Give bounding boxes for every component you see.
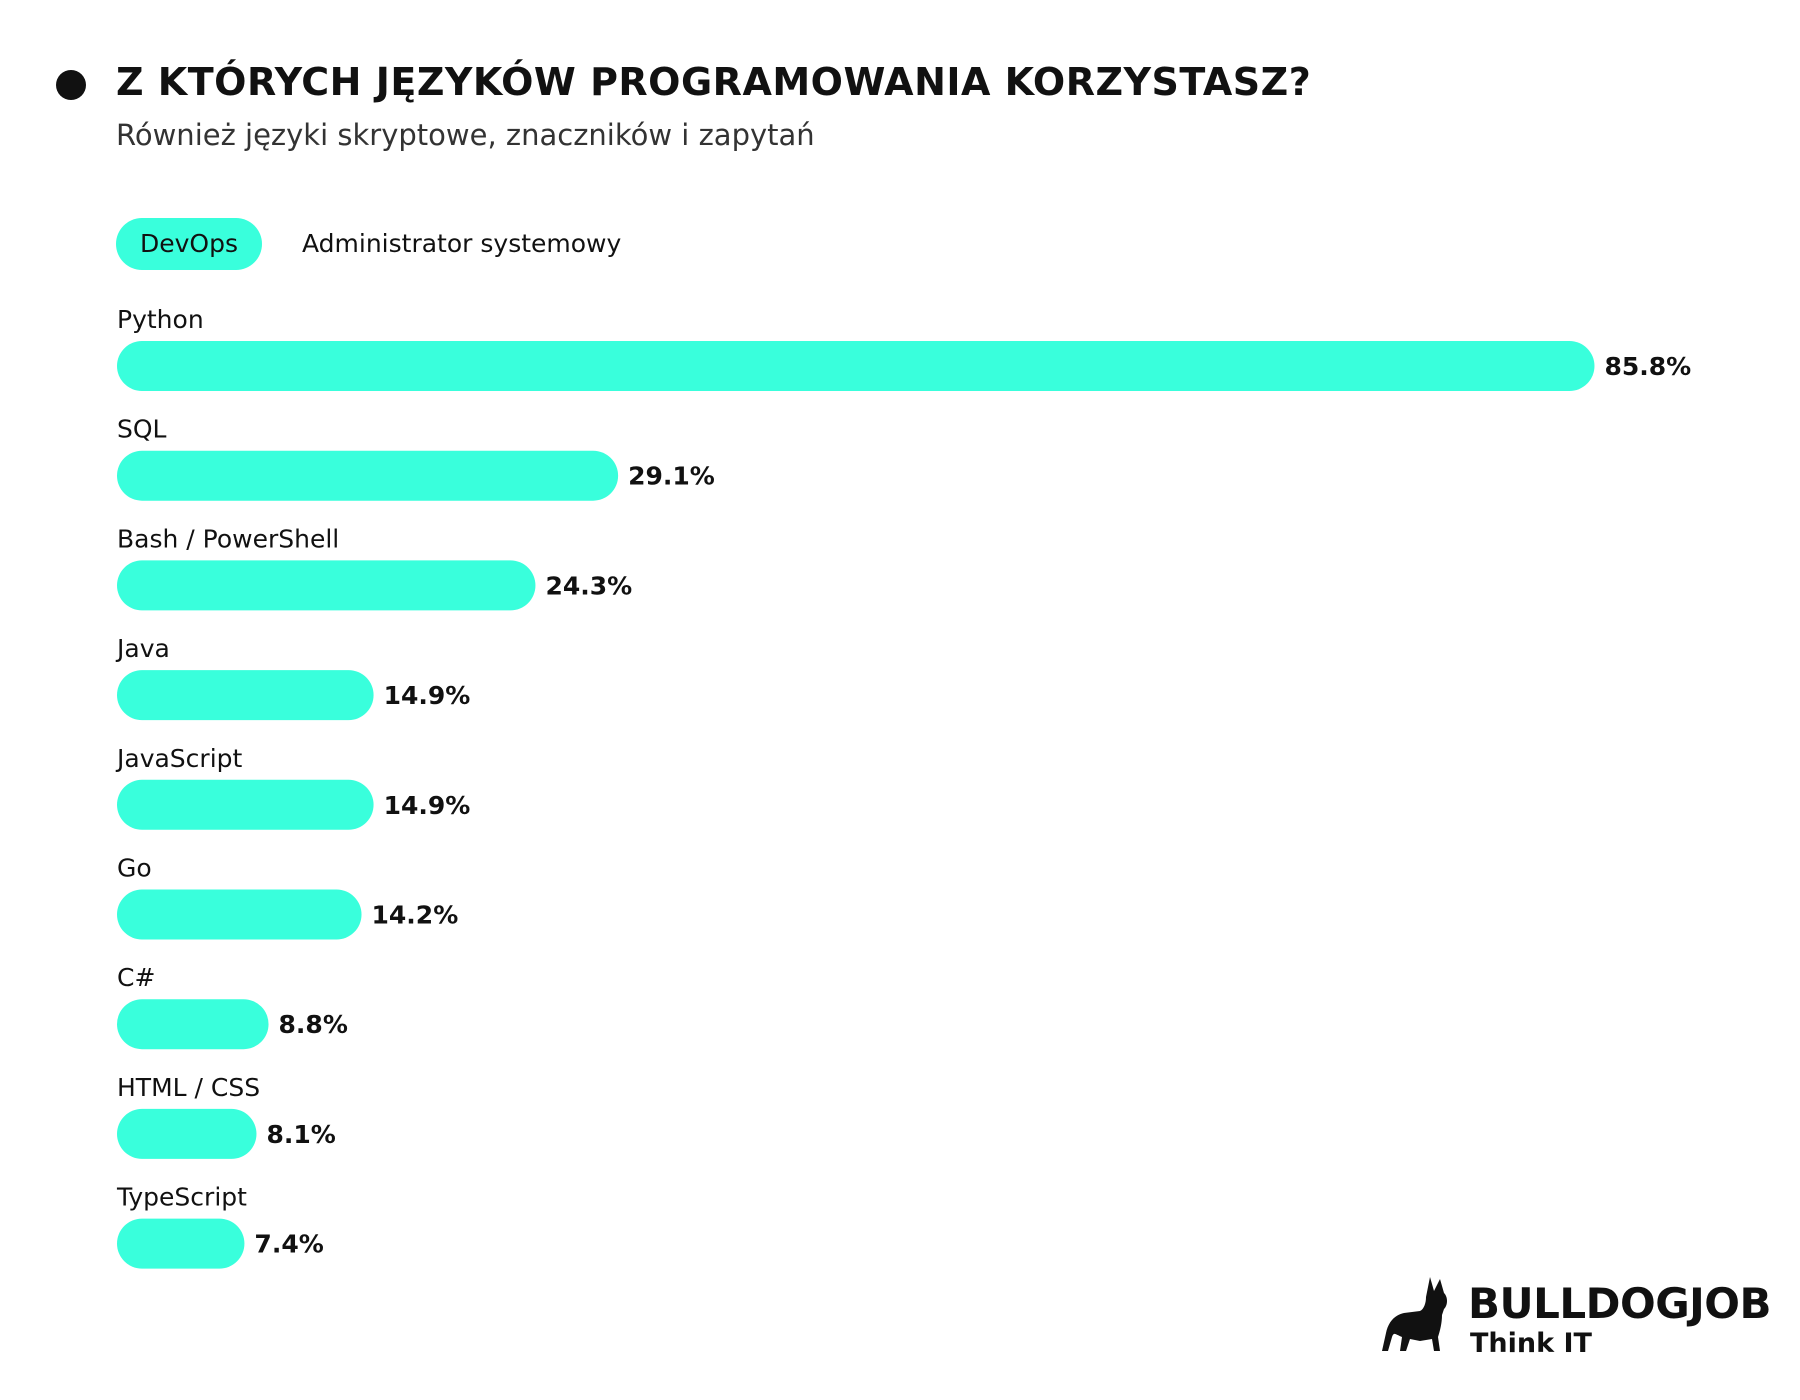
category-label: Go — [117, 854, 152, 883]
bar-chart: Python 85.8% SQL 29.1% Bash / PowerShell 24.3… — [115, 305, 1691, 1269]
bar — [117, 779, 374, 830]
category-label: Python — [117, 305, 204, 334]
logo-tagline: Think IT — [1470, 1328, 1592, 1359]
value-label: 14.9% — [384, 791, 471, 820]
bar — [117, 999, 269, 1050]
bulldog-icon — [1382, 1277, 1447, 1351]
bulldogjob-logo: BULLDOGJOB Think IT — [1380, 1275, 1780, 1375]
value-label: 14.9% — [384, 681, 471, 710]
logo-name: BULLDOGJOB — [1468, 1279, 1772, 1328]
value-label: 14.2% — [372, 901, 459, 930]
role-tabs: DevOps Administrator systemowy — [116, 218, 645, 270]
tab-administrator-systemowy[interactable]: Administrator systemowy — [302, 229, 622, 258]
chart-title: Z KTÓRYCH JĘZYKÓW PROGRAMOWANIA KORZYSTA… — [116, 60, 1312, 104]
category-label: TypeScript — [116, 1183, 247, 1212]
category-label: HTML / CSS — [117, 1073, 260, 1102]
value-label: 7.4% — [254, 1230, 323, 1259]
category-label: Java — [115, 634, 170, 663]
category-label: C# — [117, 963, 155, 992]
value-label: 29.1% — [628, 462, 715, 491]
chart-subtitle: Również języki skryptowe, znaczników i z… — [116, 118, 815, 152]
title-bullet — [56, 70, 86, 100]
category-label: SQL — [117, 415, 167, 444]
value-label: 85.8% — [1604, 352, 1691, 381]
value-label: 8.8% — [279, 1010, 348, 1039]
bar — [117, 1108, 257, 1159]
value-label: 8.1% — [266, 1120, 335, 1149]
bar — [117, 889, 362, 940]
bar — [117, 341, 1595, 391]
tab-devops[interactable]: DevOps — [116, 218, 262, 270]
category-label: JavaScript — [115, 744, 243, 773]
bar — [117, 670, 374, 721]
bar — [117, 1218, 245, 1269]
category-label: Bash / PowerShell — [117, 524, 339, 553]
bar — [117, 560, 536, 611]
value-label: 24.3% — [545, 571, 632, 600]
bar — [117, 450, 619, 501]
